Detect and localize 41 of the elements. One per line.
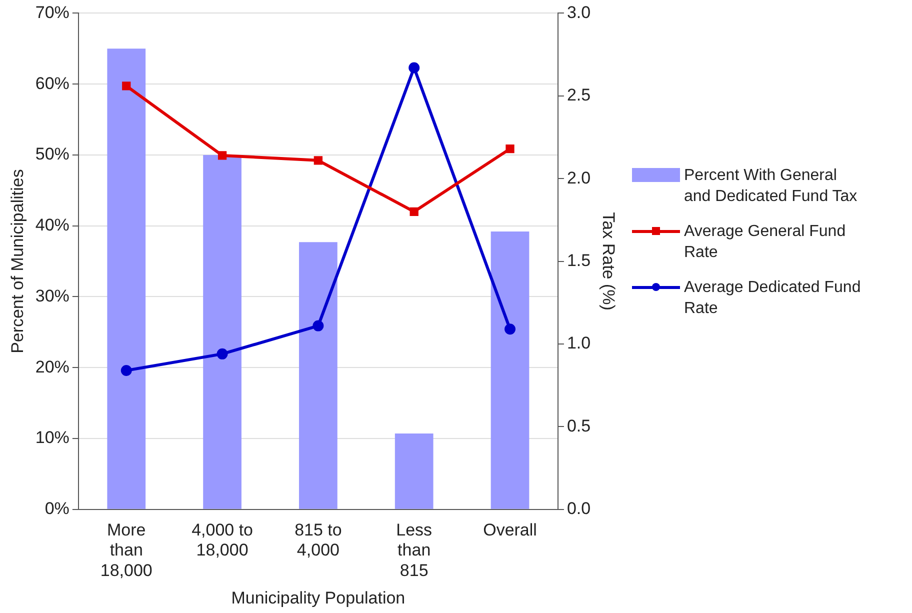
y2-tick-label: 1.5: [566, 250, 591, 270]
y-axis-title: Percent of Municipalities: [8, 169, 27, 354]
point: [218, 151, 227, 160]
point: [216, 348, 228, 360]
point: [504, 324, 516, 335]
point: [410, 207, 418, 216]
bar: [203, 154, 242, 509]
point: [506, 144, 514, 154]
y-tick-label: 70%: [35, 2, 70, 22]
x-axis-title: Municipality Population: [231, 588, 406, 608]
y2-tick-label: 0.5: [566, 416, 591, 436]
bar: [394, 434, 434, 509]
y-tick-label: 0%: [44, 499, 70, 518]
x-tick-label: Overall: [483, 520, 537, 540]
x-tick-label: 4,000 to 18,000: [192, 520, 254, 560]
y2-tick-label: 0.0: [566, 499, 591, 518]
bar: [299, 242, 338, 509]
x-tick-label: More than 18,000: [100, 520, 152, 580]
y2-tick-label: 1.0: [566, 334, 591, 353]
point: [120, 364, 132, 376]
y-tick-label: 60%: [35, 74, 70, 93]
legend-label: Average Dedicated Fund Rate: [684, 278, 862, 319]
bar: [490, 232, 530, 509]
y2-tick-label: 2.5: [566, 86, 591, 105]
point: [312, 320, 324, 332]
x-tick-label: 815 to 4,000: [294, 520, 342, 560]
point: [122, 82, 131, 90]
point: [314, 156, 323, 165]
y-tick-label: 20%: [35, 357, 70, 376]
x-tick-label: Less than 815: [396, 520, 432, 580]
y-tick-label: 30%: [35, 286, 70, 306]
y2-tick-label: 2.0: [566, 168, 591, 188]
point: [408, 62, 420, 74]
y-tick-label: 50%: [35, 144, 70, 164]
y-tick-label: 40%: [35, 216, 70, 235]
legend-label: Average General Fund Rate: [684, 222, 847, 263]
y-tick-label: 10%: [35, 428, 70, 448]
y2-tick-label: 3.0: [566, 2, 591, 22]
bar: [107, 48, 146, 509]
legend-label: Percent With General and Dedicated Fund Tax: [684, 166, 858, 207]
y2-axis-title: Tax Rate (%): [599, 212, 618, 310]
